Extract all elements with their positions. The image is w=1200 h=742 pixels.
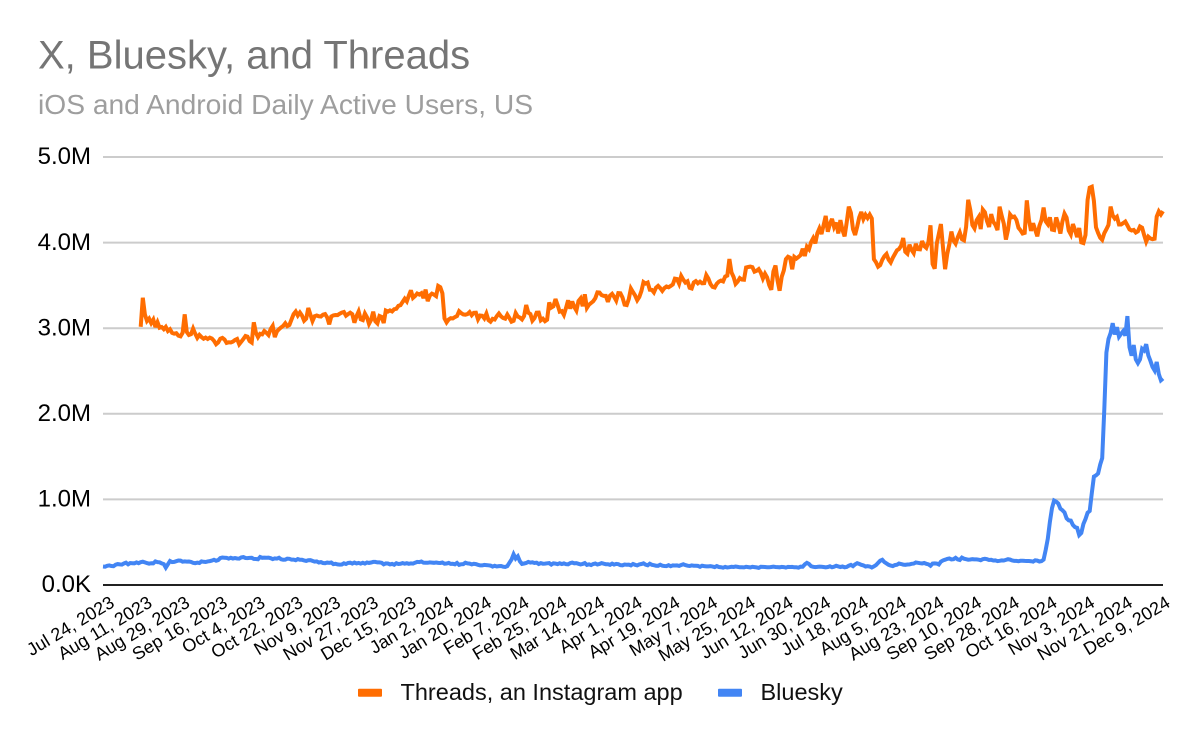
svg-text:3.0M: 3.0M [38,314,91,341]
svg-text:0.0K: 0.0K [42,571,91,598]
svg-text:1.0M: 1.0M [38,486,91,513]
svg-text:5.0M: 5.0M [38,143,91,170]
svg-text:4.0M: 4.0M [38,229,91,256]
svg-text:iOS and Android Daily Active U: iOS and Android Daily Active Users, US [38,88,533,120]
svg-text:Threads, an Instagram app: Threads, an Instagram app [401,679,683,705]
svg-text:X, Bluesky, and Threads: X, Bluesky, and Threads [38,33,470,77]
svg-text:2.0M: 2.0M [38,400,91,427]
svg-text:Bluesky: Bluesky [761,679,844,705]
